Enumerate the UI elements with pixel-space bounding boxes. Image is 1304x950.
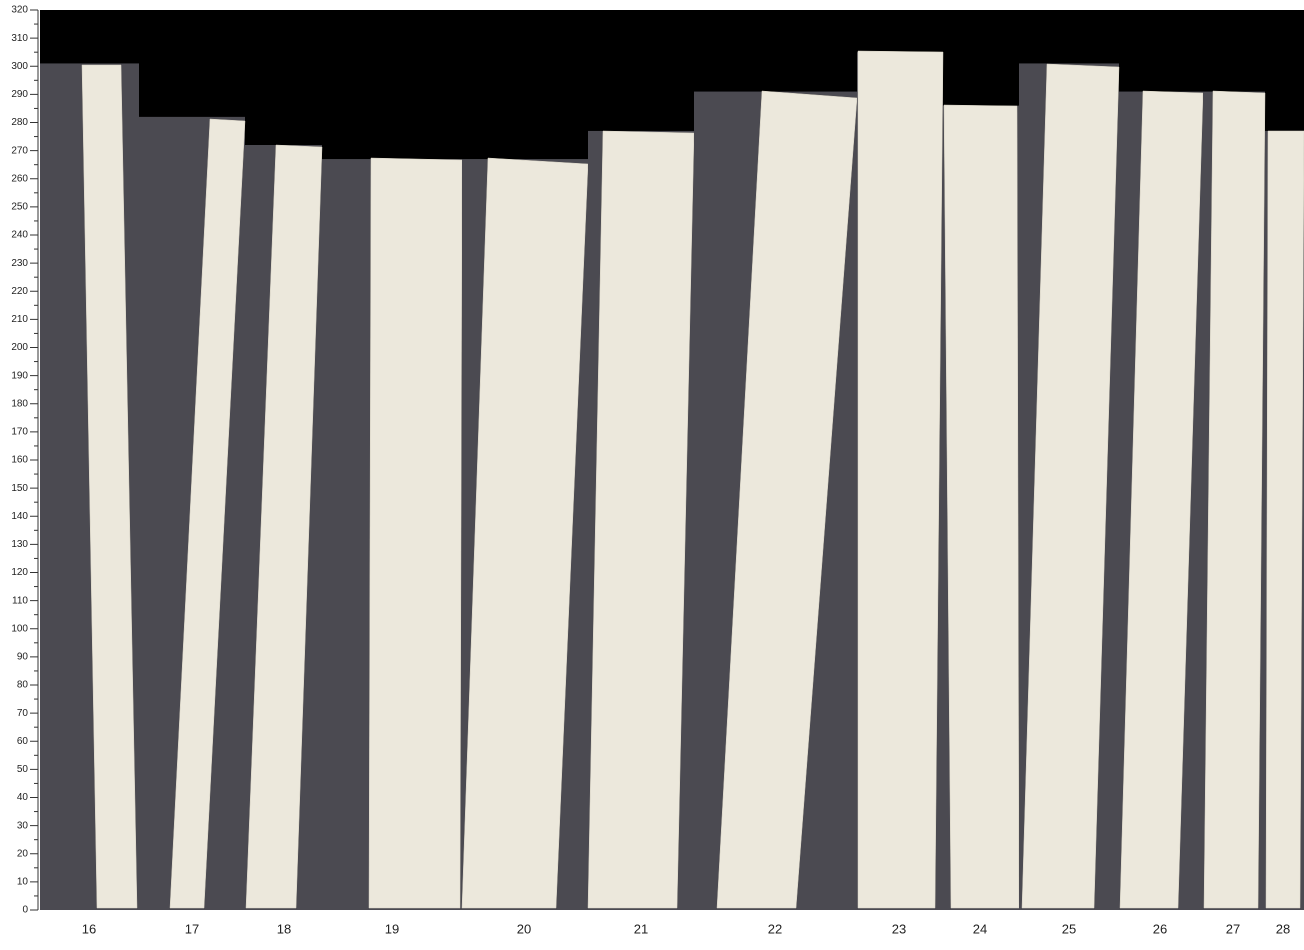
sheet-label: 26 bbox=[1153, 921, 1167, 936]
tick-label: 130 bbox=[11, 539, 28, 550]
tick-label: 160 bbox=[11, 455, 28, 466]
veneer bbox=[1203, 90, 1266, 909]
tick-label: 240 bbox=[11, 230, 28, 241]
tick-label: 0 bbox=[22, 905, 28, 916]
tick-label: 280 bbox=[11, 117, 28, 128]
veneer bbox=[716, 90, 858, 909]
tick-label: 70 bbox=[17, 708, 29, 719]
tick-label: 300 bbox=[11, 61, 28, 72]
veneer bbox=[81, 64, 138, 909]
tick-label: 320 bbox=[11, 5, 28, 16]
sheet-label: 27 bbox=[1226, 921, 1240, 936]
sheet-label: 24 bbox=[973, 921, 987, 936]
tick-label: 120 bbox=[11, 567, 28, 578]
tick-label: 30 bbox=[17, 820, 29, 831]
tick-label: 180 bbox=[11, 398, 28, 409]
sheet-label: 22 bbox=[768, 921, 782, 936]
sheet-label: 20 bbox=[517, 921, 531, 936]
sheet-label: 16 bbox=[82, 921, 96, 936]
veneer bbox=[1265, 130, 1304, 909]
sheet-label: 28 bbox=[1276, 921, 1290, 936]
sheet-label: 19 bbox=[385, 921, 399, 936]
tick-label: 270 bbox=[11, 145, 28, 156]
tick-label: 140 bbox=[11, 511, 28, 522]
tick-label: 40 bbox=[17, 792, 29, 803]
veneer bbox=[368, 157, 463, 909]
sheet-label: 25 bbox=[1062, 921, 1076, 936]
tick-label: 150 bbox=[11, 483, 28, 494]
tick-label: 20 bbox=[17, 848, 29, 859]
veneer bbox=[587, 130, 695, 909]
tick-label: 250 bbox=[11, 202, 28, 213]
veneer bbox=[169, 118, 246, 909]
tick-label: 170 bbox=[11, 427, 28, 438]
tick-label: 260 bbox=[11, 173, 28, 184]
veneer bbox=[1119, 90, 1204, 909]
sheet-label: 17 bbox=[185, 921, 199, 936]
sheet-label: 18 bbox=[277, 921, 291, 936]
tick-label: 60 bbox=[17, 736, 29, 747]
sheet-label: 21 bbox=[634, 921, 648, 936]
tick-label: 310 bbox=[11, 33, 28, 44]
tick-label: 230 bbox=[11, 258, 28, 269]
tick-label: 200 bbox=[11, 342, 28, 353]
veneer bbox=[943, 104, 1020, 909]
tick-label: 190 bbox=[11, 370, 28, 381]
tick-label: 100 bbox=[11, 623, 28, 634]
tick-label: 10 bbox=[17, 877, 29, 888]
sheet-label: 23 bbox=[892, 921, 906, 936]
veneer bbox=[461, 157, 589, 909]
tick-label: 80 bbox=[17, 680, 29, 691]
tick-label: 110 bbox=[12, 595, 28, 606]
tick-label: 210 bbox=[11, 314, 28, 325]
tick-label: 290 bbox=[11, 89, 28, 100]
tick-label: 90 bbox=[17, 652, 29, 663]
tick-label: 50 bbox=[17, 764, 29, 775]
tick-label: 220 bbox=[11, 286, 28, 297]
veneer bbox=[245, 144, 323, 909]
veneer bbox=[857, 50, 944, 909]
veneer bbox=[1021, 63, 1120, 909]
